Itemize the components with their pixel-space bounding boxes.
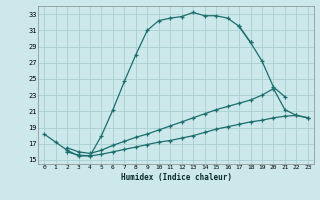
- X-axis label: Humidex (Indice chaleur): Humidex (Indice chaleur): [121, 173, 231, 182]
